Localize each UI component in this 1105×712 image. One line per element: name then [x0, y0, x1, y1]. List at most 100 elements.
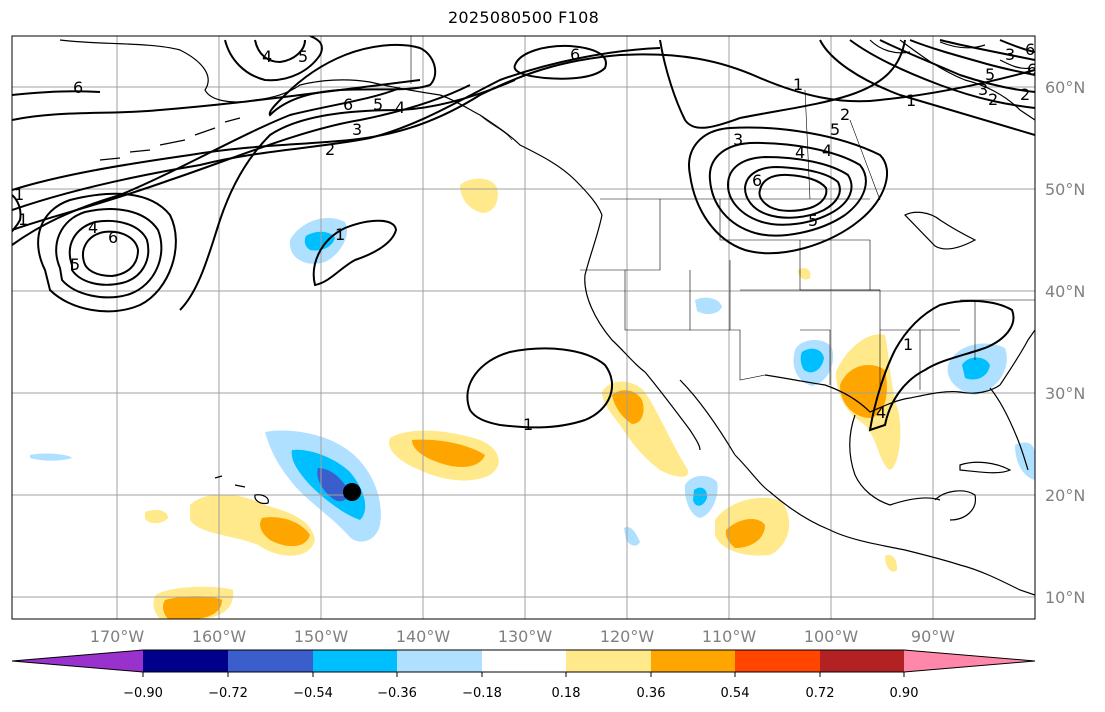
contour-line-6-north	[12, 90, 101, 96]
longitude-labels: 170°W 160°W 150°W 140°W 130°W 120°W 110°…	[90, 627, 955, 646]
lat-label: 30°N	[1045, 384, 1085, 403]
colorbar-tick-label: −0.72	[208, 686, 248, 701]
map-title: 2025080500 F108	[447, 8, 600, 27]
contour-label: 5	[298, 47, 308, 66]
contour-label: 1	[906, 91, 916, 110]
lat-label: 50°N	[1045, 180, 1085, 199]
contour-label: 6	[108, 228, 118, 247]
map-panel: 1 2 3 4 5 6 4 5 6 5 4 6 5 4 3 2 1 6 1 6	[11, 35, 1036, 620]
contour-closed-high-west	[37, 192, 177, 313]
contour-line-1-pacific	[466, 347, 614, 429]
contour-closed-high-west	[82, 230, 140, 278]
shade-positive-area	[460, 178, 498, 213]
gulf-coast	[764, 374, 1001, 413]
shade-negative-area	[695, 297, 722, 315]
lon-label: 170°W	[90, 627, 145, 646]
contour-closed-canada-low	[708, 141, 867, 237]
contour-lines	[12, 36, 1035, 432]
graticule	[12, 36, 1035, 619]
colorbar-tick-label: 0.90	[890, 686, 919, 701]
lon-label: 150°W	[294, 627, 349, 646]
contour-label: 3	[978, 80, 988, 99]
contour-line-2	[12, 53, 1035, 191]
coastlines	[59, 39, 1035, 596]
lon-label: 100°W	[804, 627, 859, 646]
contour-label: 2	[840, 105, 850, 124]
shade-positive-core	[725, 518, 765, 548]
contour-label: 4	[795, 143, 805, 162]
contour-label: 4	[876, 403, 886, 422]
colorbar: −0.90 −0.72 −0.54 −0.36 −0.18 0.18 0.36 …	[11, 649, 1036, 701]
shade-positive-area	[145, 510, 168, 524]
contour-label: 6	[73, 78, 83, 97]
mexico-west-coast	[734, 454, 1035, 596]
colorbar-bin	[313, 650, 397, 672]
lon-label: 130°W	[498, 627, 553, 646]
shade-positive-core	[163, 596, 222, 619]
contour-label: 6	[343, 95, 353, 114]
shade-positive-area	[798, 268, 811, 280]
shade-positive-core	[612, 390, 644, 424]
colorbar-tick-label: 0.18	[552, 686, 581, 701]
colorbar-tick-label: 0.54	[721, 686, 750, 701]
shade-positive-core	[412, 439, 485, 467]
contour-label: 4	[88, 218, 98, 237]
contour-label: 1	[335, 225, 345, 244]
map-background	[12, 36, 1035, 619]
colorbar-tick-label: 0.36	[637, 686, 666, 701]
contour-label: 2	[1020, 85, 1030, 104]
contour-label: 5	[373, 95, 383, 114]
alaska-coast	[59, 39, 603, 216]
contour-label: 2	[325, 140, 335, 159]
shade-negative-core	[800, 348, 824, 373]
colorbar-tick-label: −0.18	[462, 686, 502, 701]
contour-label: 4	[262, 47, 272, 66]
contour-line-east-2	[849, 39, 1035, 109]
contour-label: 4	[395, 98, 405, 117]
colorbar-extend-high	[904, 650, 1035, 672]
contour-label: 5	[985, 65, 995, 84]
colorbar-bin	[397, 650, 482, 672]
contour-line-1	[12, 79, 421, 121]
contour-label: 1	[18, 210, 28, 229]
contour-closed-small-low	[312, 219, 398, 287]
contour-line-east-1	[819, 39, 1035, 136]
contour-label: 1	[903, 335, 913, 354]
colorbar-bin	[820, 650, 904, 672]
contour-line-1-east	[739, 39, 906, 119]
hudson-bay-coast	[899, 39, 1035, 121]
contour-closed-canada-low	[659, 39, 741, 129]
contour-closed-alaska	[268, 43, 437, 117]
lat-label: 60°N	[1045, 78, 1085, 97]
contour-line-east-6	[999, 39, 1035, 53]
contour-closed-canada-low	[743, 165, 841, 219]
map-frame	[11, 35, 1036, 620]
contour-line-1-gulf	[868, 299, 1015, 432]
lon-label: 160°W	[192, 627, 247, 646]
storm-center-marker	[343, 483, 361, 501]
west-coast-us	[584, 214, 646, 373]
contour-label: 6	[570, 45, 580, 64]
contour-label: 3	[733, 130, 743, 149]
latitude-labels: 60°N 50°N 40°N 30°N 20°N 10°N	[1045, 78, 1085, 607]
contour-line-6	[179, 79, 516, 311]
yucatan	[934, 490, 977, 521]
mexico-gulf-coast	[849, 414, 941, 506]
colorbar-tick-label: −0.54	[293, 686, 333, 701]
colorbar-bin	[651, 650, 735, 672]
east-coast	[999, 329, 1035, 386]
colorbar-ticks	[142, 672, 905, 677]
contour-label: 5	[830, 120, 840, 139]
shade-negative-core	[693, 487, 708, 506]
hawaii-islands	[214, 475, 269, 505]
contour-line-1-west-edge	[12, 194, 22, 233]
contour-line-east-5	[939, 39, 1035, 61]
contour-closed-canada-low	[726, 155, 853, 226]
contour-closed-high-west	[55, 208, 163, 299]
shade-negative-strong	[317, 468, 349, 502]
lon-label: 90°W	[911, 627, 955, 646]
lon-label: 120°W	[600, 627, 655, 646]
colorbar-bin	[143, 650, 228, 672]
colorbar-bin	[228, 650, 313, 672]
